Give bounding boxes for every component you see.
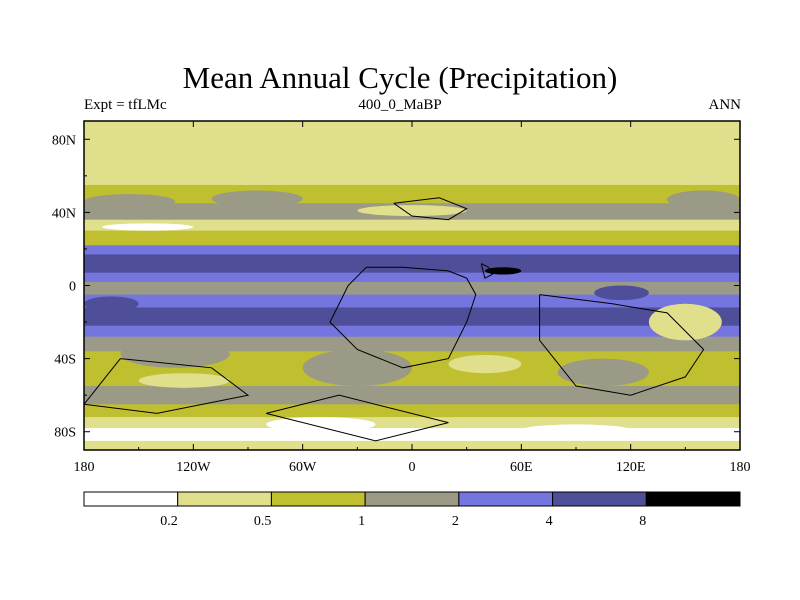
x-tick-label-1: 120W <box>176 460 211 475</box>
y-tick-label-3: 40S <box>54 353 76 368</box>
y-tick-label-1: 40N <box>52 206 76 221</box>
x-tick-label-3: 0 <box>409 460 416 475</box>
x-tick-label-0: 180 <box>74 460 95 475</box>
precip-patch-3 <box>667 190 740 209</box>
colorbar-box-1 <box>177 491 272 507</box>
precip-patch-12 <box>521 424 631 436</box>
coastline-2 <box>539 294 705 396</box>
season-label: ANN <box>708 97 742 113</box>
x-tick-label-2: 60W <box>289 460 317 475</box>
x-tick-label-4: 60E <box>510 460 533 475</box>
colorbar-label-4: 4 <box>546 514 553 529</box>
precip-band-6 <box>84 245 740 255</box>
y-tick-label-0: 80N <box>52 133 76 148</box>
colorbar-box-2 <box>270 491 366 507</box>
precip-band-17 <box>84 404 740 418</box>
experiment-label: Expt = tfLMc <box>84 97 167 113</box>
contour-fill-layer <box>84 121 740 450</box>
precip-patch-13 <box>84 296 139 312</box>
coastline-4 <box>266 394 449 442</box>
colorbar-label-1: 0.5 <box>254 514 272 529</box>
precip-patch-7 <box>648 303 722 341</box>
precip-patch-2 <box>357 205 467 217</box>
colorbar-label-3: 2 <box>452 514 459 529</box>
precip-patch-9 <box>138 373 230 388</box>
precip-band-16 <box>84 386 740 405</box>
precip-band-10 <box>84 294 740 308</box>
precip-band-12 <box>84 325 740 338</box>
x-tick-label-6: 180 <box>730 460 751 475</box>
precip-patch-15 <box>594 285 649 301</box>
colorbar-label-5: 8 <box>639 514 646 529</box>
precip-band-13 <box>84 336 740 352</box>
colorbar-box-6 <box>645 491 741 507</box>
precip-patch-10 <box>557 358 649 387</box>
coastline-0 <box>329 266 477 369</box>
precip-band-4 <box>84 219 740 232</box>
y-tick-label-4: 80S <box>54 426 76 441</box>
y-tick-label-2: 0 <box>69 280 76 295</box>
precip-patch-8 <box>448 354 522 374</box>
precip-band-8 <box>84 272 740 283</box>
colorbar-box-4 <box>458 491 554 507</box>
precip-patch-6 <box>302 349 413 387</box>
precip-patch-4 <box>102 223 194 231</box>
colorbar-box-5 <box>552 491 647 507</box>
chart-title: Mean Annual Cycle (Precipitation) <box>182 60 618 95</box>
colorbar-box-3 <box>364 491 460 507</box>
colorbar-label-0: 0.2 <box>160 514 178 529</box>
coastline-1 <box>393 197 468 221</box>
precip-patch-0 <box>84 194 176 209</box>
precip-patch-14 <box>484 267 522 275</box>
x-tick-label-5: 120E <box>616 460 646 475</box>
axes: 180 120W 60W 0 60E 120E 180 80N 40N 0 40S 80S <box>52 121 751 475</box>
precip-band-1 <box>84 153 740 186</box>
coastline-layer <box>84 197 705 442</box>
precip-patch-1 <box>211 190 303 207</box>
precip-band-7 <box>84 254 740 274</box>
colorbar-box-0 <box>83 491 179 507</box>
precip-band-9 <box>84 281 740 296</box>
coastline-5 <box>480 263 493 279</box>
precip-band-18 <box>84 417 740 429</box>
colorbar-label-2: 1 <box>358 514 365 529</box>
colorbar: 0.2 0.5 1 2 4 8 <box>83 491 741 529</box>
period-label: 400_0_MaBP <box>358 97 442 113</box>
precip-band-19 <box>84 428 740 442</box>
precip-band-5 <box>84 230 740 246</box>
precip-band-11 <box>84 307 740 327</box>
coastline-3 <box>84 358 250 414</box>
precip-patch-11 <box>266 417 376 432</box>
